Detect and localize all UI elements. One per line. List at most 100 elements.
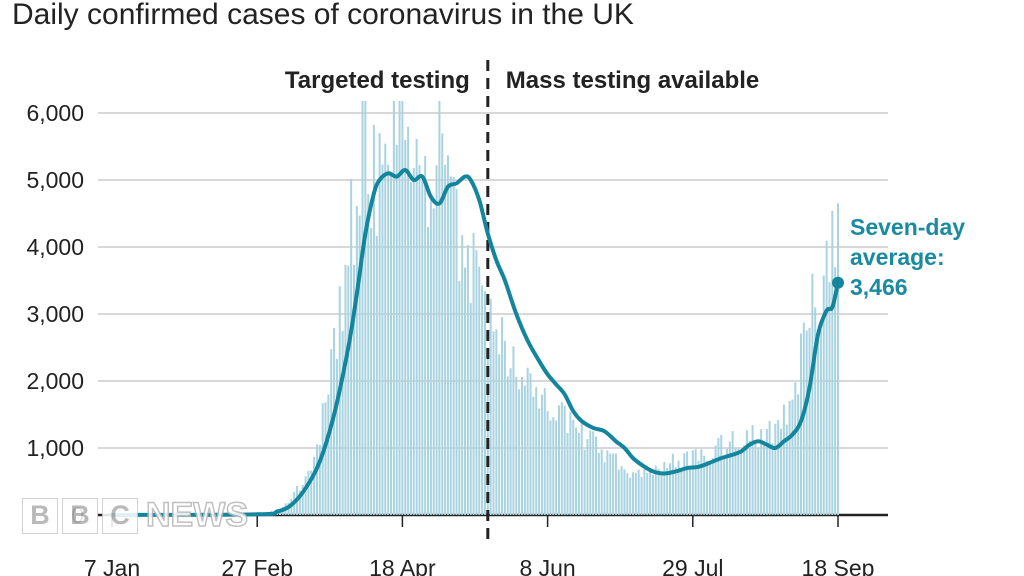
bar [509,368,512,515]
bar [318,445,321,515]
bar [483,291,486,515]
bar [344,264,347,515]
bar [728,441,731,515]
logo-letter-b1: B [22,497,58,534]
bar [666,467,669,515]
bbc-news-logo: B B C NEWS [22,495,249,535]
bar [811,273,814,515]
bar [529,373,532,515]
bar [794,382,797,515]
bar [535,387,538,515]
y-tick-label: 3,000 [26,301,84,327]
bar [720,434,723,515]
bar [589,430,592,515]
bar [444,164,447,515]
bar [387,164,390,515]
bar [543,388,546,515]
bar [686,451,689,515]
bar [637,469,640,515]
bar [557,405,560,515]
bar [677,460,680,515]
logo-letter-b2: B [62,497,98,534]
bar [515,376,518,515]
bar [464,267,467,515]
bar [432,208,435,515]
bar [717,438,720,515]
bar [654,465,657,515]
bar [481,285,484,515]
bar [452,176,455,516]
latest-average-dot [832,276,844,289]
bar [418,165,421,515]
bar [560,402,563,515]
bar [549,420,552,515]
bar [737,449,740,515]
bar [375,236,378,515]
bar [424,156,427,516]
bar [745,430,748,515]
bar [697,460,700,515]
bar [427,227,430,515]
bar [714,445,717,515]
bar [532,396,535,515]
bar [646,472,649,515]
bar [592,431,595,515]
bar [338,286,341,515]
bar [555,420,558,515]
bar [466,245,469,515]
bar [822,275,825,515]
bar [364,100,367,515]
x-tick-label: 8 Jun [519,555,575,576]
bar [446,155,449,515]
bar [760,429,763,515]
bar [748,440,751,515]
bar [407,126,410,515]
bar [597,452,600,515]
bar [441,133,444,515]
x-tick-label: 18 Sep [802,555,875,576]
seven-day-average-path [110,168,840,517]
bar [409,182,412,515]
callout-line-2: average: [850,244,945,270]
bar [489,298,492,515]
bar [669,463,672,515]
bar [649,471,652,515]
bar [688,465,691,515]
bar [341,330,344,515]
bar [614,453,617,515]
x-tick-label: 7 Jan [84,555,140,576]
bar [580,423,583,515]
x-tick-label: 18 Apr [369,555,436,576]
seven-day-average-line [110,168,840,517]
bar [361,100,364,515]
bar [566,433,569,515]
bar [785,424,788,515]
bar [577,432,580,515]
bar [315,444,318,515]
bar [620,466,623,515]
bar [762,442,765,515]
bar [780,428,783,515]
bar [526,367,529,515]
bar [663,461,666,515]
bar [734,447,737,515]
bar [486,347,489,515]
phase-label-mass-testing: Mass testing available [506,67,759,94]
bar [469,303,472,515]
bar [711,458,714,515]
bar [657,468,660,515]
bar [506,376,509,515]
bar [438,100,441,515]
bar [740,450,743,515]
bar [310,470,313,515]
bar [540,394,543,515]
bar [355,205,358,516]
bar [367,194,370,516]
bar [600,449,603,515]
bar [350,178,353,516]
bar [449,176,452,515]
bar [335,358,338,515]
bar [797,394,800,515]
bar [723,457,726,515]
bar [731,431,734,515]
